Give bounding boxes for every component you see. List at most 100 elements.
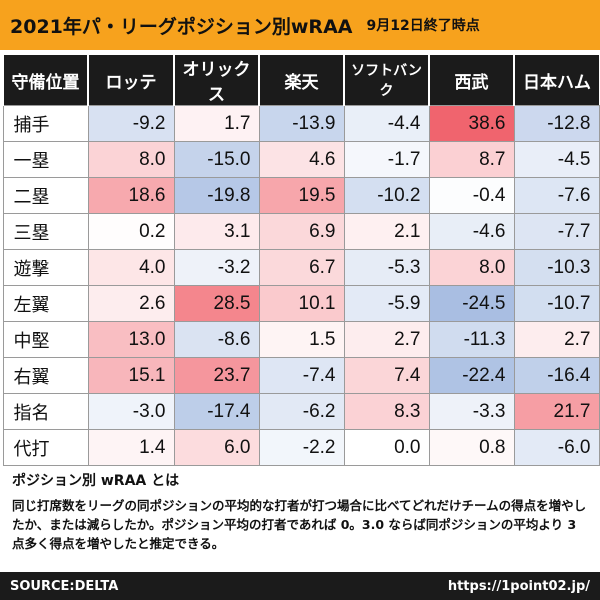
wraa-value-cell: 38.6 — [428, 105, 515, 142]
wraa-value-cell: -6.0 — [513, 429, 600, 466]
wraa-value-cell: -19.8 — [173, 177, 260, 214]
table-row: 一塁 8.0 -15.0 4.6 -1.7 8.7 -4.5 — [2, 141, 600, 178]
wraa-value-cell: 0.8 — [428, 429, 515, 466]
wraa-value-cell: 8.3 — [343, 393, 430, 430]
wraa-value-cell: 23.7 — [173, 357, 260, 394]
position-label: 代打 — [2, 429, 89, 466]
wraa-table: 守備位置 ロッテ オリックス 楽天 ソフトバンク 西武 日本ハム 捕手 -9.2 1.7 -13… — [2, 55, 600, 466]
wraa-value-cell: -2.2 — [258, 429, 345, 466]
wraa-value-cell: -7.7 — [513, 213, 600, 250]
position-label: 中堅 — [2, 321, 89, 358]
wraa-value-cell: 18.6 — [87, 177, 175, 214]
wraa-value-cell: -6.2 — [258, 393, 345, 430]
wraa-value-cell: 3.1 — [173, 213, 260, 250]
footer-bar: SOURCE:DELTA https://1point02.jp/ — [0, 572, 600, 600]
wraa-value-cell: -5.3 — [343, 249, 430, 286]
wraa-value-cell: 8.0 — [87, 141, 175, 178]
explanation-note: ポジション別 wRAA とは 同じ打席数をリーグの同ポジションの平均的な打者が打… — [12, 470, 592, 553]
wraa-value-cell: -4.4 — [343, 105, 430, 142]
table-row: 二塁 18.6 -19.8 19.5 -10.2 -0.4 -7.6 — [2, 177, 600, 214]
wraa-value-cell: -7.6 — [513, 177, 600, 214]
wraa-value-cell: -4.6 — [428, 213, 515, 250]
wraa-value-cell: -11.3 — [428, 321, 515, 358]
wraa-table-container: 守備位置 ロッテ オリックス 楽天 ソフトバンク 西武 日本ハム 捕手 -9.2 1.7 -13… — [0, 50, 600, 466]
wraa-value-cell: -1.7 — [343, 141, 430, 178]
wraa-value-cell: -3.2 — [173, 249, 260, 286]
wraa-value-cell: 2.6 — [87, 285, 175, 322]
wraa-value-cell: -22.4 — [428, 357, 515, 394]
table-header-row: 守備位置 ロッテ オリックス 楽天 ソフトバンク 西武 日本ハム — [2, 55, 599, 106]
wraa-value-cell: -3.3 — [428, 393, 515, 430]
position-label: 捕手 — [2, 105, 89, 142]
wraa-value-cell: 0.0 — [343, 429, 430, 466]
wraa-value-cell: 15.1 — [87, 357, 175, 394]
wraa-value-cell: 8.7 — [428, 141, 515, 178]
position-label: 一塁 — [2, 141, 89, 178]
position-label: 右翼 — [2, 357, 89, 394]
table-body: 捕手 -9.2 1.7 -13.9 -4.4 38.6 -12.8 一塁 8.0 -15.0 4.6… — [2, 105, 600, 466]
wraa-value-cell: -10.3 — [513, 249, 600, 286]
site-url[interactable]: https://1point02.jp/ — [447, 578, 590, 594]
wraa-value-cell: 19.5 — [258, 177, 345, 214]
team-header: 日本ハム — [513, 55, 599, 106]
table-row: 捕手 -9.2 1.7 -13.9 -4.4 38.6 -12.8 — [2, 105, 600, 142]
table-row: 中堅 13.0 -8.6 1.5 2.7 -11.3 2.7 — [2, 321, 600, 358]
wraa-value-cell: -8.6 — [173, 321, 260, 358]
wraa-value-cell: -0.4 — [428, 177, 515, 214]
chart-subtitle: 9月12日終了時点 — [366, 18, 480, 34]
corner-header: 守備位置 — [2, 55, 88, 106]
wraa-value-cell: 7.4 — [343, 357, 430, 394]
wraa-value-cell: -10.7 — [513, 285, 600, 322]
wraa-value-cell: 6.9 — [258, 213, 345, 250]
note-body: 同じ打席数をリーグの同ポジションの平均的な打者が打つ場合に比べてどれだけチームの… — [12, 498, 587, 551]
wraa-value-cell: 8.0 — [428, 249, 515, 286]
wraa-value-cell: 2.7 — [343, 321, 430, 358]
wraa-value-cell: -7.4 — [258, 357, 345, 394]
wraa-value-cell: -12.8 — [513, 105, 600, 142]
team-header: ロッテ — [87, 55, 174, 106]
wraa-value-cell: -17.4 — [173, 393, 260, 430]
wraa-value-cell: 21.7 — [513, 393, 600, 430]
wraa-value-cell: 10.1 — [258, 285, 345, 322]
wraa-value-cell: -15.0 — [173, 141, 260, 178]
wraa-value-cell: -4.5 — [513, 141, 600, 178]
source-label: SOURCE:DELTA — [10, 578, 119, 594]
table-row: 遊撃 4.0 -3.2 6.7 -5.3 8.0 -10.3 — [2, 249, 600, 286]
team-header: ソフトバンク — [343, 55, 429, 106]
wraa-value-cell: -3.0 — [87, 393, 175, 430]
wraa-value-cell: 1.4 — [87, 429, 175, 466]
table-row: 代打 1.4 6.0 -2.2 0.0 0.8 -6.0 — [2, 429, 600, 466]
chart-title: 2021年パ・リーグポジション別wRAA — [10, 15, 353, 38]
position-label: 二塁 — [2, 177, 89, 214]
team-header: 楽天 — [258, 55, 344, 106]
wraa-value-cell: -5.9 — [343, 285, 430, 322]
table-row: 右翼 15.1 23.7 -7.4 7.4 -22.4 -16.4 — [2, 357, 600, 394]
wraa-value-cell: 4.0 — [87, 249, 175, 286]
table-row: 指名 -3.0 -17.4 -6.2 8.3 -3.3 21.7 — [2, 393, 600, 430]
title-bar: 2021年パ・リーグポジション別wRAA 9月12日終了時点 — [0, 0, 600, 50]
position-label: 指名 — [2, 393, 89, 430]
table-row: 三塁 0.2 3.1 6.9 2.1 -4.6 -7.7 — [2, 213, 600, 250]
position-label: 三塁 — [2, 213, 89, 250]
wraa-value-cell: -10.2 — [343, 177, 430, 214]
wraa-value-cell: -16.4 — [513, 357, 600, 394]
wraa-value-cell: 6.7 — [258, 249, 345, 286]
wraa-value-cell: 6.0 — [173, 429, 260, 466]
wraa-value-cell: 13.0 — [87, 321, 175, 358]
wraa-value-cell: 0.2 — [87, 213, 175, 250]
wraa-value-cell: 28.5 — [173, 285, 260, 322]
table-row: 左翼 2.6 28.5 10.1 -5.9 -24.5 -10.7 — [2, 285, 600, 322]
wraa-value-cell: 1.7 — [173, 105, 260, 142]
wraa-value-cell: -9.2 — [87, 105, 175, 142]
position-label: 遊撃 — [2, 249, 89, 286]
wraa-value-cell: 2.7 — [513, 321, 600, 358]
position-label: 左翼 — [2, 285, 89, 322]
note-title: ポジション別 wRAA とは — [12, 473, 180, 489]
wraa-value-cell: 2.1 — [343, 213, 430, 250]
wraa-value-cell: 4.6 — [258, 141, 345, 178]
wraa-value-cell: -24.5 — [428, 285, 515, 322]
wraa-value-cell: -13.9 — [258, 105, 345, 142]
team-header: オリックス — [173, 55, 259, 106]
wraa-value-cell: 1.5 — [258, 321, 345, 358]
